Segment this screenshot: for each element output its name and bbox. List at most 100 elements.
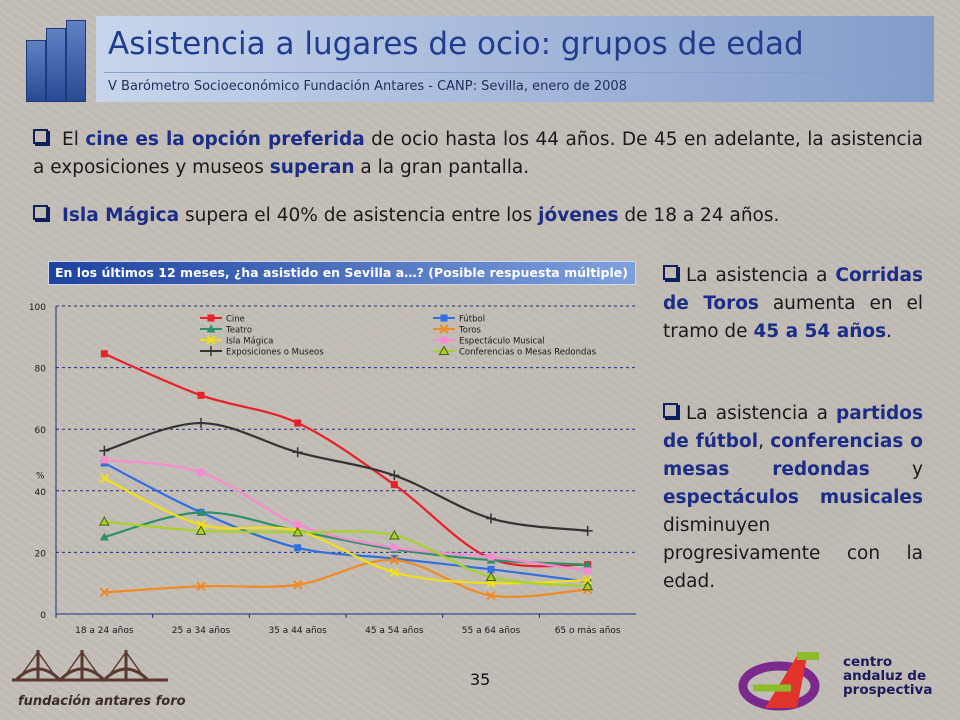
series-line (103, 477, 588, 585)
data-point (294, 521, 302, 529)
bullet-strong: 45 a 54 años (753, 321, 887, 342)
y-tick-label: 60 (35, 426, 47, 436)
data-point (487, 565, 495, 573)
legend-label: Espectáculo Musical (459, 337, 545, 347)
bullet-toros: La asistencia a Corridas de Toros aument… (663, 262, 923, 346)
legend-label: Fútbol (459, 315, 485, 325)
bullet-text: , (758, 431, 771, 452)
bullet-text: disminuyen progresivamente con la edad. (663, 515, 923, 592)
series-line (104, 558, 588, 598)
data-point (195, 525, 207, 535)
legend-marker (206, 346, 216, 356)
series-line (103, 462, 588, 583)
bullet-square-icon (663, 265, 678, 280)
series-line (104, 421, 588, 532)
data-point (100, 456, 108, 464)
bullet-strong: cine es la opción preferida (85, 129, 365, 150)
legend-label: Cine (226, 315, 245, 325)
y-axis-label: % (36, 471, 45, 481)
page-title: Asistencia a lugares de ocio: grupos de … (108, 26, 804, 62)
data-point (292, 526, 304, 537)
bullet-strong: espectáculos musicales (663, 487, 923, 508)
x-tick-label: 25 a 34 años (172, 626, 231, 636)
data-point (197, 391, 205, 399)
data-point (294, 419, 302, 427)
bullet-text: y (869, 459, 923, 480)
legend-label: Isla Mágica (226, 337, 273, 347)
data-point (390, 544, 398, 552)
bullet-text: de 18 a 24 años. (618, 205, 780, 226)
data-point (196, 519, 206, 530)
legend-marker (206, 335, 216, 345)
bullet-strong: jóvenes (538, 205, 619, 226)
data-point (389, 470, 400, 481)
data-point (582, 525, 593, 536)
bullet-futbol-conferencias: La asistencia a partidos de fútbol, conf… (663, 400, 923, 596)
series-line (104, 458, 588, 572)
antares-logo-text: fundación antares foro (18, 694, 186, 709)
bullet-isla-magica: Isla Mágica supera el 40% de asistencia … (33, 202, 923, 230)
data-point (388, 529, 400, 540)
bullet-text: La asistencia a (686, 265, 836, 286)
data-point (197, 468, 205, 476)
data-point (389, 567, 400, 578)
logo-line: prospectiva (843, 682, 933, 698)
legend-label: Teatro (225, 326, 252, 336)
x-tick-label: 35 a 44 años (268, 626, 327, 636)
data-point (294, 544, 302, 552)
bullet-strong: Isla Mágica (62, 205, 180, 226)
data-point (487, 553, 495, 561)
bullet-strong: partidos de fútbol (663, 403, 923, 452)
logo-line: andaluz de (843, 668, 927, 684)
antares-bridge-logo (12, 650, 168, 683)
building-blocks-logo (18, 20, 88, 102)
bullet-text: supera el 40% de asistencia entre los (179, 205, 539, 226)
y-tick-label: 80 (35, 365, 47, 375)
bullet-strong: Corridas de Toros (663, 265, 923, 314)
legend-marker (440, 314, 448, 322)
data-point (486, 513, 496, 524)
bullet-text: El (62, 129, 86, 150)
data-point (99, 587, 110, 598)
x-tick-label: 55 a 64 años (462, 626, 521, 636)
data-point (196, 507, 206, 516)
legend-marker (206, 324, 216, 333)
legend-label: Conferencias o Mesas Redondas (459, 348, 597, 358)
data-point (100, 350, 108, 358)
bullet-text: . (886, 321, 892, 342)
legend-marker (439, 324, 449, 334)
page-subtitle: V Barómetro Socioeconómico Fundación Ant… (108, 79, 627, 94)
page-number: 35 (470, 670, 491, 689)
bullet-text: aumenta en el tramo de (663, 293, 923, 342)
bullet-square-icon (33, 205, 48, 220)
centro-andaluz-text: centro andaluz de prospectiva (843, 655, 932, 697)
x-tick-label: 45 a 54 años (365, 626, 424, 636)
data-point (99, 473, 110, 484)
chart-title: En los últimos 12 meses, ¿ha asistido en… (48, 261, 636, 285)
data-point (99, 445, 110, 456)
data-point (292, 580, 303, 590)
bullet-text: La asistencia a (686, 403, 836, 424)
legend-marker (207, 314, 215, 322)
bullet-text: a la gran pantalla. (354, 157, 530, 178)
data-point (196, 418, 206, 429)
bullet-square-icon (33, 129, 48, 144)
bullet-strong: superan (269, 157, 355, 178)
data-point (99, 532, 109, 541)
series-line (104, 520, 588, 588)
data-point (485, 571, 497, 582)
series-line (103, 352, 588, 568)
logo-line: centro (843, 654, 893, 670)
data-point (390, 555, 398, 563)
data-point (582, 575, 593, 585)
data-point (292, 447, 303, 458)
bullet-square-icon (663, 403, 678, 418)
bullet-cine: El cine es la opción preferida de ocio h… (33, 126, 923, 182)
centro-andaluz-logo (738, 652, 820, 711)
y-tick-label: 100 (29, 303, 46, 313)
data-point (583, 560, 593, 569)
series-line (104, 511, 588, 566)
x-tick-label: 18 a 24 años (75, 626, 134, 636)
legend-label: Toros (458, 326, 481, 336)
